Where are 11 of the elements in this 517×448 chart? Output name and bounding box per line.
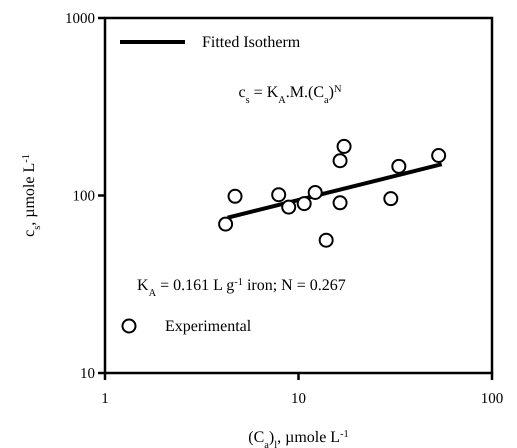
- x-tick-label: 1: [101, 391, 109, 407]
- annotation: K$_{A}$ = 0.161 L g$^{-1}$ iron; N = 0.267: [137, 276, 346, 298]
- x-axis-title: (C$_{a}$)$_{l}$, µmole L$^{-1}$: [248, 428, 349, 448]
- y-tick-label: 100: [72, 188, 95, 204]
- annotation: c$_{s}$ = K$_{A}$.M.(C$_{a}$)$^{N}$: [238, 84, 342, 106]
- y-tick-label: 10: [80, 366, 95, 382]
- legend-label: Experimental: [165, 318, 252, 335]
- y-tick-label: 1000: [65, 11, 95, 27]
- x-tick-label: 10: [291, 391, 306, 407]
- x-tick-label: 100: [480, 391, 504, 407]
- legend-label: Fitted Isotherm: [202, 34, 301, 51]
